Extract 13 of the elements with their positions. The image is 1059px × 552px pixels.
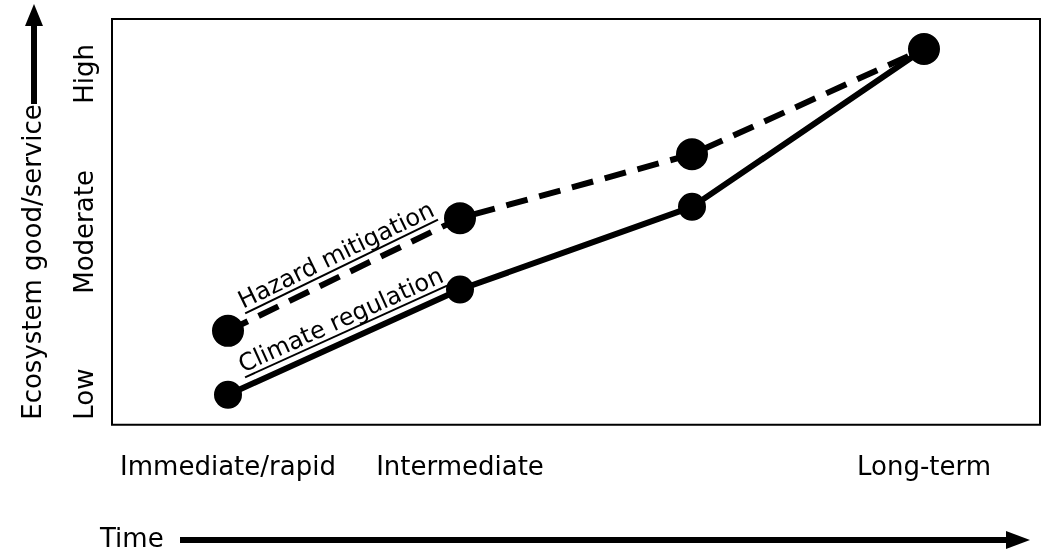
point: [444, 202, 476, 235]
x-tick-label: Long-term: [856, 451, 992, 482]
text: Moderate: [68, 170, 99, 294]
x-tick-label: Immediate/rapid: [120, 451, 336, 482]
x-tick-label: Intermediate: [376, 451, 544, 482]
point: [676, 138, 708, 171]
point: [678, 192, 706, 221]
text: Low: [68, 368, 99, 420]
point: [446, 275, 474, 304]
y-axis-title: Ecosystem good/service: [16, 104, 47, 420]
text: High: [68, 44, 99, 104]
x-axis-title: Time: [99, 522, 164, 552]
point: [214, 380, 242, 409]
